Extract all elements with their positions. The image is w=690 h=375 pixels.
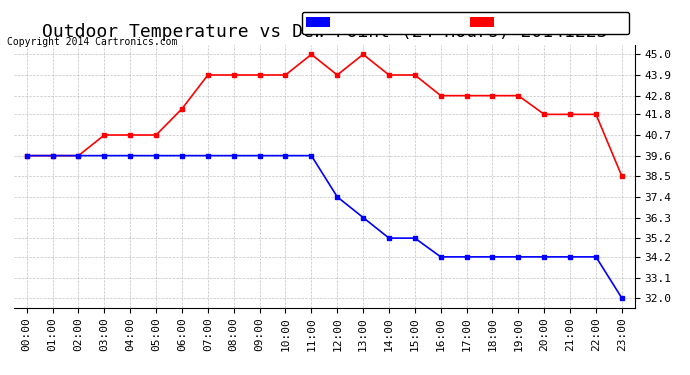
Text: Copyright 2014 Cartronics.com: Copyright 2014 Cartronics.com <box>7 37 177 47</box>
Legend: Dew Point  (°F), Temperature  (°F): Dew Point (°F), Temperature (°F) <box>302 12 629 34</box>
Title: Outdoor Temperature vs Dew Point (24 Hours) 20141223: Outdoor Temperature vs Dew Point (24 Hou… <box>41 22 607 40</box>
